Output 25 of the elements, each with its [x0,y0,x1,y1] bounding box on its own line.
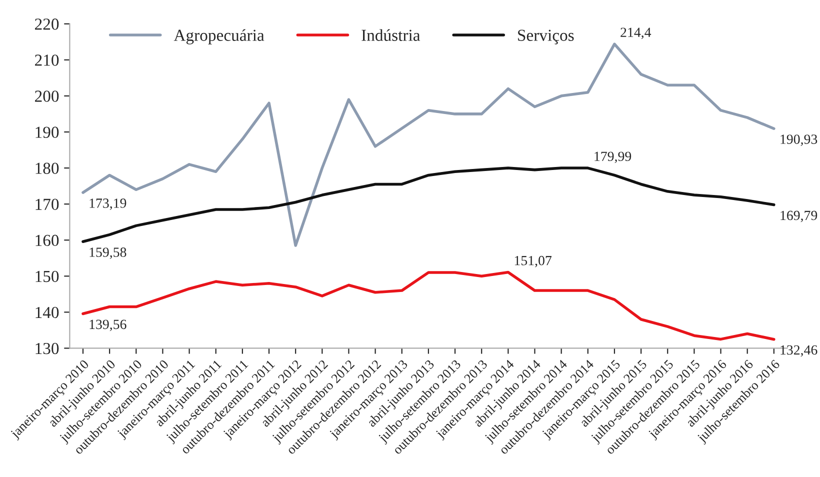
y-tick-label: 140 [36,306,59,318]
y-tick-label: 220 [35,18,59,30]
y-tick-label: 180 [36,162,59,174]
legend-label: Agropecuária [174,29,264,44]
data-label: 159,58 [90,248,126,259]
legend-label: Indústria [362,29,420,41]
data-label: 179,99 [594,152,632,164]
data-label: 173,19 [90,198,126,210]
y-tick-label: 210 [35,54,59,66]
y-tick-label: 190 [36,126,59,138]
data-label: 151,07 [514,256,552,268]
line-series [82,270,776,341]
legend-label: Serviços [518,30,574,44]
y-tick-label: 160 [36,234,59,246]
line-series [82,166,776,243]
data-label: 169,79 [780,210,818,222]
data-label: 214,4 [620,28,652,40]
y-tick-label: 150 [36,270,59,282]
data-label: 132,46 [780,345,818,357]
y-tick-label: 170 [36,198,59,210]
y-tick-label: 200 [35,90,59,102]
line-series [82,42,776,247]
data-label: 190,93 [780,134,818,146]
data-label: 139,56 [90,320,126,332]
y-tick-label: 130 [36,342,59,354]
